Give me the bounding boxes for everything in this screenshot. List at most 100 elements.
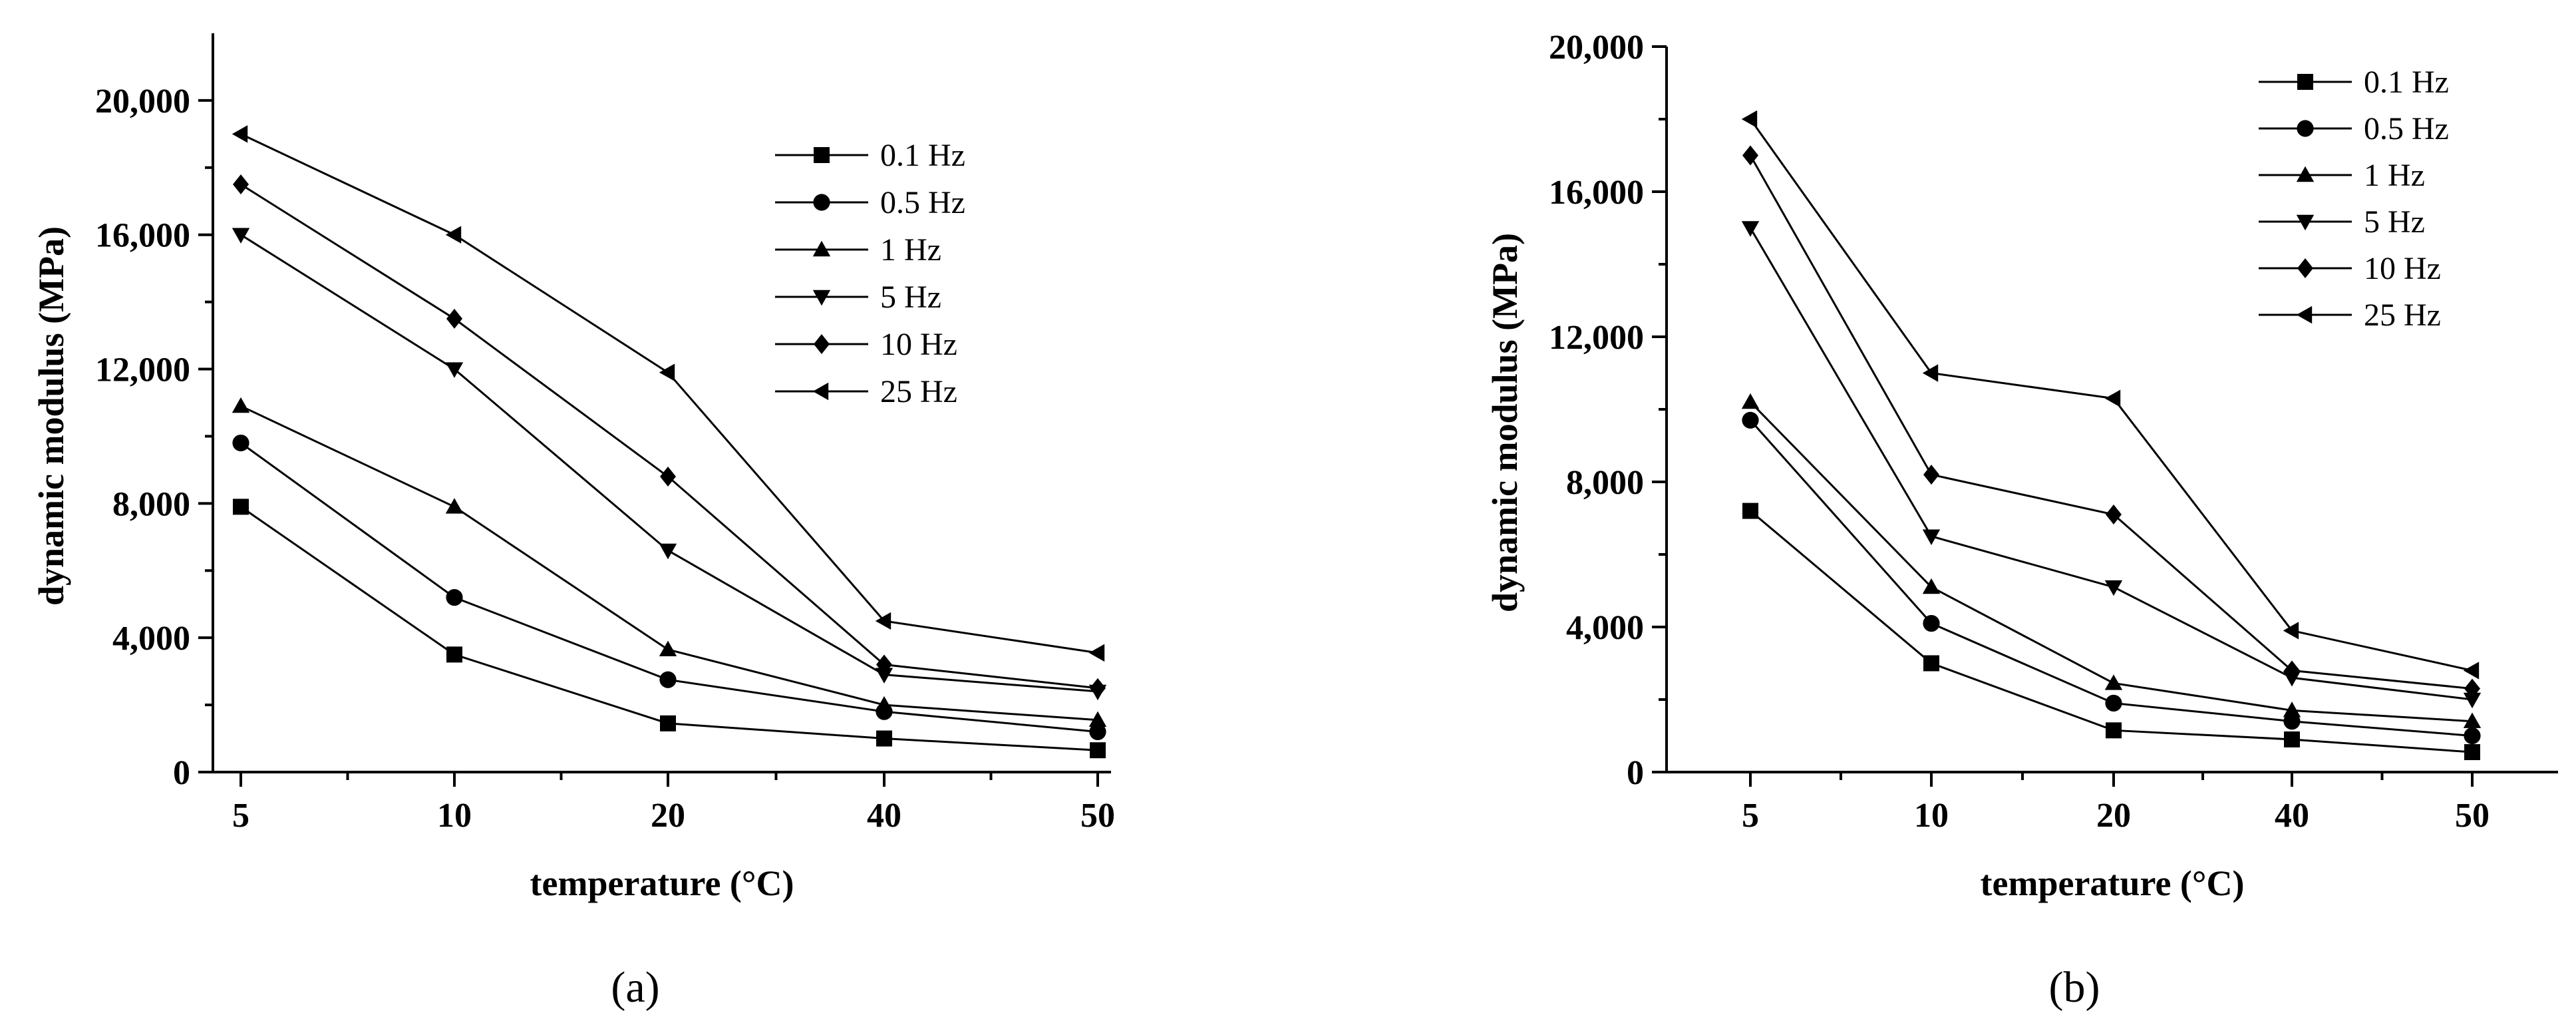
- data-point: [1088, 711, 1107, 727]
- data-point: [232, 125, 248, 143]
- series-line-1-hz: [1749, 401, 2473, 723]
- data-point: [232, 397, 250, 413]
- y-tick-label: 20,000: [1549, 29, 1644, 67]
- legend-label: 10 Hz: [880, 327, 957, 362]
- data-point: [1741, 221, 1760, 237]
- legend-label: 5 Hz: [2364, 204, 2425, 240]
- data-point: [2105, 694, 2122, 712]
- data-point: [2464, 727, 2481, 745]
- data-point: [1742, 145, 1758, 166]
- x-tick-label: 10: [1914, 797, 1949, 835]
- x-tick-label: 20: [651, 797, 685, 835]
- y-tick-label: 0: [1627, 754, 1644, 792]
- data-point: [2463, 662, 2480, 680]
- legend-label: 25 Hz: [2364, 298, 2441, 333]
- legend-label: 0.1 Hz: [2364, 65, 2449, 100]
- data-point: [1923, 655, 1939, 672]
- x-tick-label: 50: [1080, 797, 1115, 835]
- legend: 0.1 Hz 0.5 Hz 1 Hz 5 Hz 10 Hz 25 Hz: [2259, 65, 2449, 333]
- x-tick-label: 40: [867, 797, 901, 835]
- data-point: [659, 543, 677, 560]
- legend-marker: [814, 147, 830, 163]
- data-point: [875, 668, 893, 684]
- data-point: [2464, 744, 2480, 761]
- y-tick-label: 12,000: [95, 351, 190, 389]
- data-point: [1089, 723, 1106, 741]
- series-line-0-1-hz: [240, 506, 1098, 751]
- chart-panel-b: 0 4,000 8,000 12,000 16,000 20,000 5 10 20 40 50 te…: [1485, 29, 2558, 1012]
- legend-marker: [2297, 258, 2313, 278]
- y-tick-label: 4,000: [112, 620, 190, 658]
- chart-panel-a: 0 4,000 8,000 12,000 16,000 20,000 5 10 20 40 50 te…: [31, 33, 1115, 1012]
- y-axis-title: dynamic modulus (MPa): [1485, 233, 1525, 612]
- data-point: [1923, 614, 1940, 632]
- data-point: [1741, 393, 1760, 409]
- legend-label: 5 Hz: [880, 280, 941, 315]
- data-point: [660, 467, 676, 487]
- data-point: [875, 696, 893, 712]
- legend-label: 1 Hz: [880, 232, 941, 268]
- data-point: [1742, 503, 1758, 519]
- data-point: [1090, 678, 1106, 698]
- data-point: [2283, 622, 2299, 640]
- data-point: [659, 671, 677, 688]
- data-point: [233, 174, 249, 195]
- series-line-0-5-hz: [240, 442, 1098, 733]
- legend-label: 0.1 Hz: [880, 138, 965, 173]
- series-line-5-hz: [240, 234, 1098, 693]
- data-point: [1922, 578, 1941, 594]
- legend-marker: [2296, 214, 2315, 231]
- data-point: [2104, 674, 2123, 690]
- legend: 0.1 Hz 0.5 Hz 1 Hz 5 Hz 10 Hz 25 Hz: [775, 138, 965, 409]
- data-point: [445, 498, 464, 514]
- data-point: [2104, 580, 2123, 596]
- y-axis-title: dynamic modulus (MPa): [31, 226, 71, 606]
- y-tick-label: 12,000: [1549, 319, 1644, 357]
- data-point: [875, 612, 891, 630]
- series-line-25-hz: [240, 133, 1098, 654]
- data-point: [445, 362, 464, 378]
- x-tick-label: 20: [2096, 797, 2131, 835]
- data-point: [660, 715, 676, 731]
- data-point: [233, 499, 249, 515]
- y-tick-label: 16,000: [1549, 174, 1644, 212]
- y-tick-label: 0: [173, 754, 190, 792]
- y-tick-label: 8,000: [112, 485, 190, 523]
- data-point: [2104, 389, 2121, 407]
- panel-label: (a): [611, 963, 659, 1012]
- legend-marker: [812, 240, 831, 257]
- y-tick-label: 8,000: [1566, 464, 1644, 502]
- data-point: [659, 640, 677, 657]
- data-point: [445, 226, 462, 244]
- data-point: [446, 646, 462, 663]
- legend-marker: [2297, 74, 2313, 90]
- data-point: [1741, 110, 1758, 128]
- x-tick-label: 5: [232, 797, 249, 835]
- data-point: [2284, 731, 2300, 747]
- data-point: [2464, 678, 2480, 699]
- legend-label: 1 Hz: [2364, 158, 2425, 193]
- data-point: [876, 730, 892, 747]
- legend-marker: [813, 194, 830, 211]
- legend-label: 25 Hz: [880, 374, 957, 409]
- data-point: [232, 228, 250, 244]
- data-point: [2283, 702, 2301, 718]
- x-axis-title: temperature (°C): [1981, 863, 2245, 903]
- data-point: [2463, 692, 2482, 709]
- legend-label: 0.5 Hz: [880, 185, 965, 220]
- x-tick-label: 5: [1742, 797, 1759, 835]
- data-point: [1923, 465, 1939, 485]
- series-line-0-1-hz: [1750, 510, 2473, 753]
- series-line-10-hz: [240, 183, 1098, 690]
- x-tick-label: 10: [437, 797, 472, 835]
- data-point: [446, 308, 462, 329]
- x-tick-label: 50: [2455, 797, 2490, 835]
- data-point: [1090, 742, 1106, 759]
- data-point: [2106, 722, 2122, 739]
- x-tick-label: 40: [2275, 797, 2309, 835]
- data-point: [2106, 505, 2122, 525]
- data-point: [2463, 712, 2482, 728]
- data-point: [876, 654, 892, 675]
